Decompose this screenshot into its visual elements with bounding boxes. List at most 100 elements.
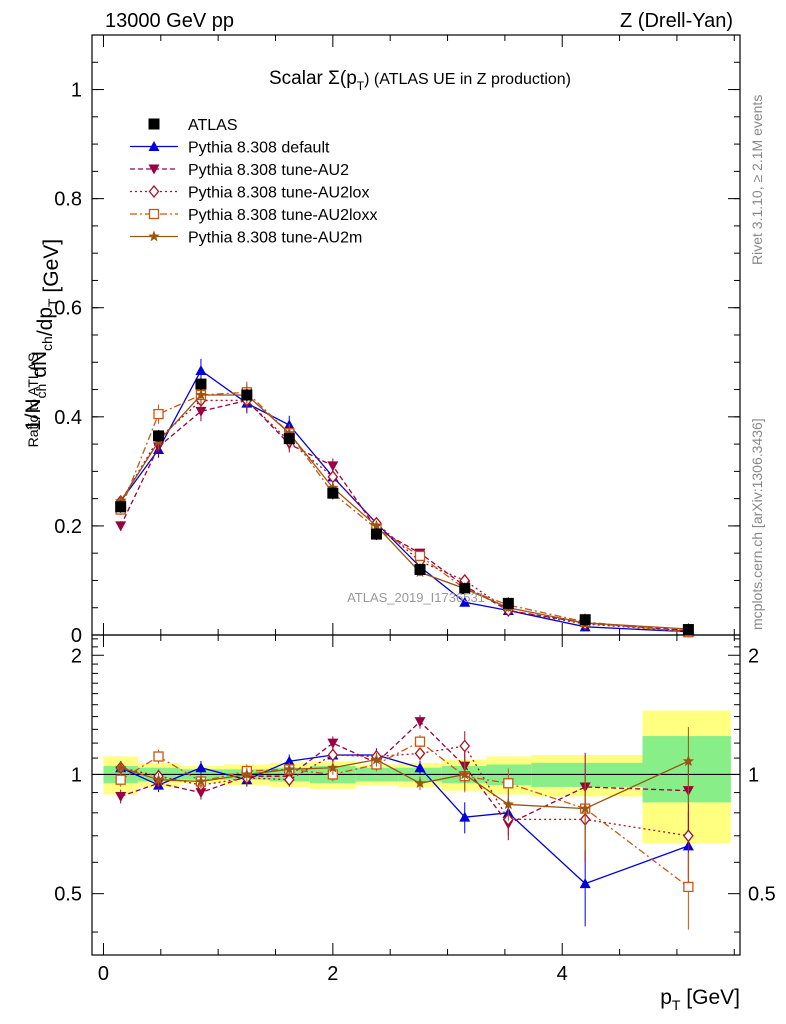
chart-title: Scalar Σ(pT) (ATLAS UE in Z production) [269, 68, 571, 93]
legend-marker [148, 141, 160, 151]
data-point [327, 481, 339, 493]
ratio-point [152, 773, 165, 785]
ratio-point [682, 755, 695, 767]
legend-marker [148, 230, 160, 242]
ratio-point [115, 791, 127, 802]
data-point [459, 583, 471, 595]
data-point [195, 364, 207, 375]
main-y-tick-label: 0 [71, 625, 82, 647]
ratio-plot-frame: 0 2 4 0.5 0.5 1 1 2 2 pT [GeV] [54, 634, 776, 1013]
ratio-line [120, 720, 689, 825]
ratio-point [153, 751, 164, 762]
series-line [120, 399, 689, 632]
series-line [120, 399, 689, 632]
data-point [241, 389, 253, 401]
ratio-point [414, 736, 426, 747]
data-point [502, 597, 514, 609]
ratio-point [195, 775, 207, 787]
legend-label: Pythia 8.308 tune-AU2lox [188, 185, 369, 202]
ratio-point [683, 881, 694, 893]
data-point [195, 389, 207, 400]
data-point [195, 378, 207, 390]
ratio-series-2 [115, 731, 694, 879]
mcplots-label: mcplots.cern.ch [arXiv:1306.3436] [749, 418, 765, 630]
ratio-point [579, 878, 591, 889]
ratio-point [327, 738, 339, 749]
ratio-point [115, 774, 126, 785]
ratio-y-tick-label: 0.5 [54, 884, 82, 906]
x-tick-label: 4 [557, 963, 568, 985]
ratio-point [283, 755, 295, 766]
ratio-point [459, 739, 471, 753]
series-line [120, 391, 689, 633]
ratio-y-tick-label-right: 2 [748, 645, 759, 667]
ratio-point [459, 768, 471, 780]
ratio-point [502, 798, 514, 810]
legend-label: Pythia 8.308 default [188, 140, 330, 157]
data-point [414, 564, 426, 576]
series-0 [115, 378, 694, 636]
ratio-y-tick-label: 1 [71, 764, 82, 786]
x-axis-label: pT [GeV] [660, 986, 740, 1013]
series-line [120, 394, 689, 630]
rivet-label: Rivet 3.1.10, ≥ 2.1M events [749, 95, 765, 265]
main-y-tick-label: 0.2 [54, 516, 82, 538]
main-y-tick-label: 1 [71, 80, 82, 102]
ratio-point [683, 829, 694, 843]
data-point [370, 528, 382, 540]
ratio-point [115, 761, 127, 773]
main-y-tick-label: 0.4 [54, 407, 82, 429]
ratio-point [327, 761, 339, 773]
ratio-y-axis-label: Ratio to ATLAS [25, 353, 41, 448]
legend-label: ATLAS [188, 117, 238, 134]
data-point [327, 461, 339, 472]
ratio-point [327, 748, 339, 762]
legend-label: Pythia 8.308 tune-AU2loxx [188, 207, 377, 224]
ratio-point [241, 768, 253, 780]
ratio-point [414, 746, 426, 760]
data-point [414, 550, 426, 562]
main-y-tick-label: 0.8 [54, 189, 82, 211]
x-tick-label: 0 [98, 963, 109, 985]
ratio-point [414, 777, 426, 789]
legend-label: Pythia 8.308 tune-AU2m [188, 230, 362, 247]
analysis-watermark: ATLAS_2019_I1736531 [347, 590, 485, 605]
data-point [153, 408, 164, 420]
ratio-y-tick-label-right: 0.5 [748, 884, 776, 906]
x-tick-label: 2 [327, 963, 338, 985]
ratio-point [414, 762, 426, 773]
ratio-point [283, 763, 295, 775]
data-point [579, 614, 591, 626]
data-point [283, 433, 295, 445]
data-point [327, 487, 339, 499]
legend-label: Pythia 8.308 tune-AU2 [188, 162, 349, 179]
data-point [115, 501, 127, 513]
data-point [153, 430, 165, 442]
data-point [370, 519, 383, 531]
main-y-axis-label: 1/Nch dNch/dpT [GeV] [22, 239, 63, 431]
data-point [283, 427, 295, 438]
ratio-line [120, 758, 689, 810]
ratio-point [579, 802, 591, 814]
header-left: 13000 GeV pp [105, 10, 234, 32]
ratio-y-tick-label: 2 [71, 645, 82, 667]
legend-marker [148, 118, 160, 130]
ratio-point [370, 753, 383, 765]
legend-marker [148, 184, 160, 199]
ratio-plot-border [91, 634, 741, 956]
data-point [459, 596, 471, 607]
ratio-line [120, 754, 689, 885]
ratio-point [283, 773, 295, 787]
ratio-point [195, 762, 207, 773]
main-plot-frame: 0 0.2 0.4 0.6 0.8 1 1/Nch dNch/dpT [GeV] Scalar… [22, 34, 741, 955]
legend: ATLAS Pythia 8.308 default Pythia 8.308 tu… [130, 117, 377, 247]
legend-marker [148, 164, 160, 175]
ratio-point [459, 811, 471, 822]
ratio-line [120, 740, 689, 888]
header-right: Z (Drell-Yan) [620, 10, 733, 32]
ratio-line [120, 745, 689, 837]
data-point [115, 495, 127, 507]
data-point [115, 521, 127, 532]
legend-marker [148, 208, 160, 220]
